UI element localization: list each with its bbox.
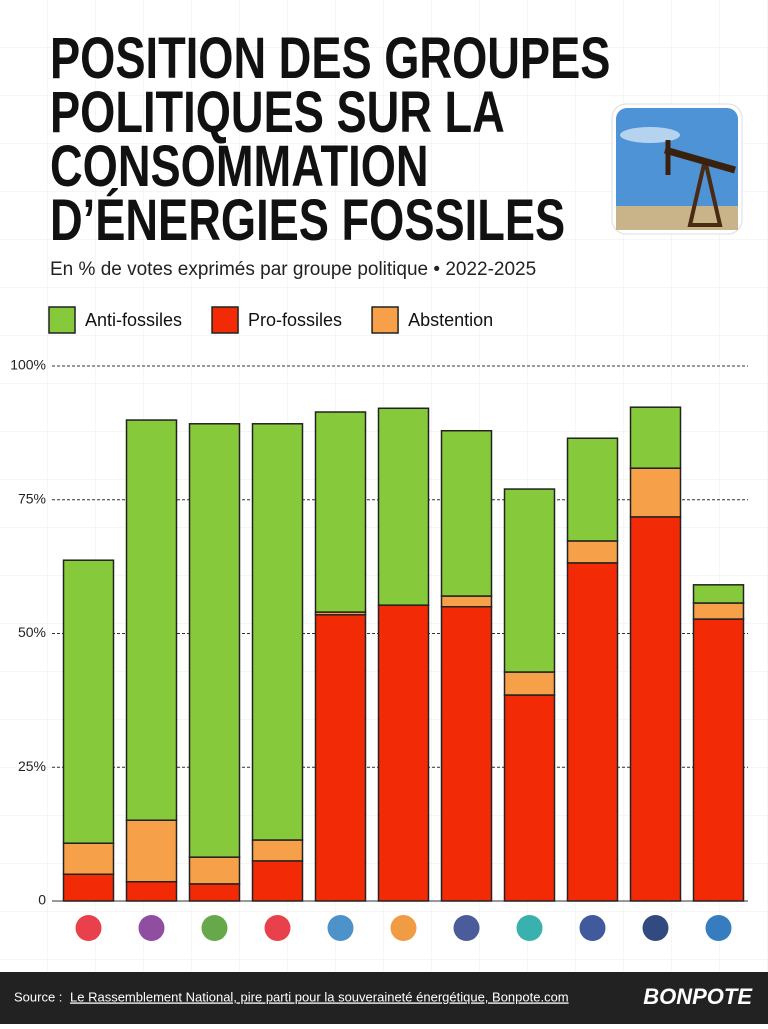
group-logo [75, 915, 102, 941]
bar-segment [566, 540, 619, 564]
group-logo [705, 915, 732, 941]
bar-segment [314, 411, 367, 613]
group-logo [516, 915, 543, 941]
y-tick-label: 0 [38, 892, 46, 908]
bar-segment [62, 842, 115, 875]
bar-segment [503, 671, 556, 696]
bar-segment [377, 604, 430, 902]
group-logo [390, 915, 417, 941]
y-tick-label: 50% [18, 624, 46, 640]
title: POSITION DES GROUPES POLITIQUES SUR LA C… [50, 27, 610, 254]
bar-segment [692, 618, 745, 902]
plot: 0 25% 50% 75% 100% [10, 357, 748, 941]
title-line: D’ÉNERGIES FOSSILES [50, 189, 565, 254]
bar-segment [125, 880, 178, 902]
bar-segment [377, 407, 430, 606]
bar-segment [62, 873, 115, 902]
bar-segment [440, 429, 493, 597]
group-logo [264, 915, 291, 941]
bar-segment [440, 606, 493, 902]
bar-segment [125, 419, 178, 821]
title-line: POSITION DES GROUPES [50, 27, 610, 92]
bar-segment [629, 516, 682, 902]
y-tick-label: 75% [18, 490, 46, 506]
y-tick-label: 100% [10, 357, 46, 373]
legend-label: Pro-fossiles [248, 310, 342, 330]
bar-segment [62, 559, 115, 844]
bar-segment [314, 614, 367, 902]
bar-segment [566, 437, 619, 542]
bar-segment [503, 488, 556, 673]
bar-segment [692, 584, 745, 604]
brand: BONPOTE [643, 984, 753, 1009]
legend-swatch [48, 306, 76, 334]
title-line: CONSOMMATION [50, 135, 429, 200]
group-logo [642, 915, 669, 941]
bar-segment [566, 562, 619, 902]
source-text: Le Rassemblement National, pire parti po… [70, 989, 569, 1004]
legend-label: Abstention [408, 310, 493, 330]
legend: Anti-fossiles Pro-fossiles Abstention [48, 306, 493, 334]
bar-segment [440, 595, 493, 608]
bar-segment [251, 860, 304, 902]
bar-segment [251, 839, 304, 862]
bar-segment [251, 423, 304, 841]
footer [0, 972, 768, 1024]
group-logo [327, 915, 354, 941]
group-logo [579, 915, 606, 941]
subtitle: En % de votes exprimés par groupe politi… [50, 259, 536, 280]
y-tick-label: 25% [18, 758, 46, 774]
photo [611, 103, 743, 235]
bar-segment [629, 467, 682, 518]
bar-segment [188, 856, 241, 885]
legend-label: Anti-fossiles [85, 310, 182, 330]
title-line: POLITIQUES SUR LA [50, 81, 505, 146]
bar-segment [503, 694, 556, 902]
group-logo [138, 915, 165, 941]
legend-swatch [371, 306, 399, 334]
bar-segment [188, 883, 241, 902]
legend-swatch [211, 306, 239, 334]
bar-segment [692, 602, 745, 620]
source-label: Source : [14, 989, 62, 1004]
group-logo [453, 915, 480, 941]
bar-segment [629, 406, 682, 469]
group-logo [201, 915, 228, 941]
bar-segment [125, 819, 178, 883]
bar-segment [188, 423, 241, 858]
